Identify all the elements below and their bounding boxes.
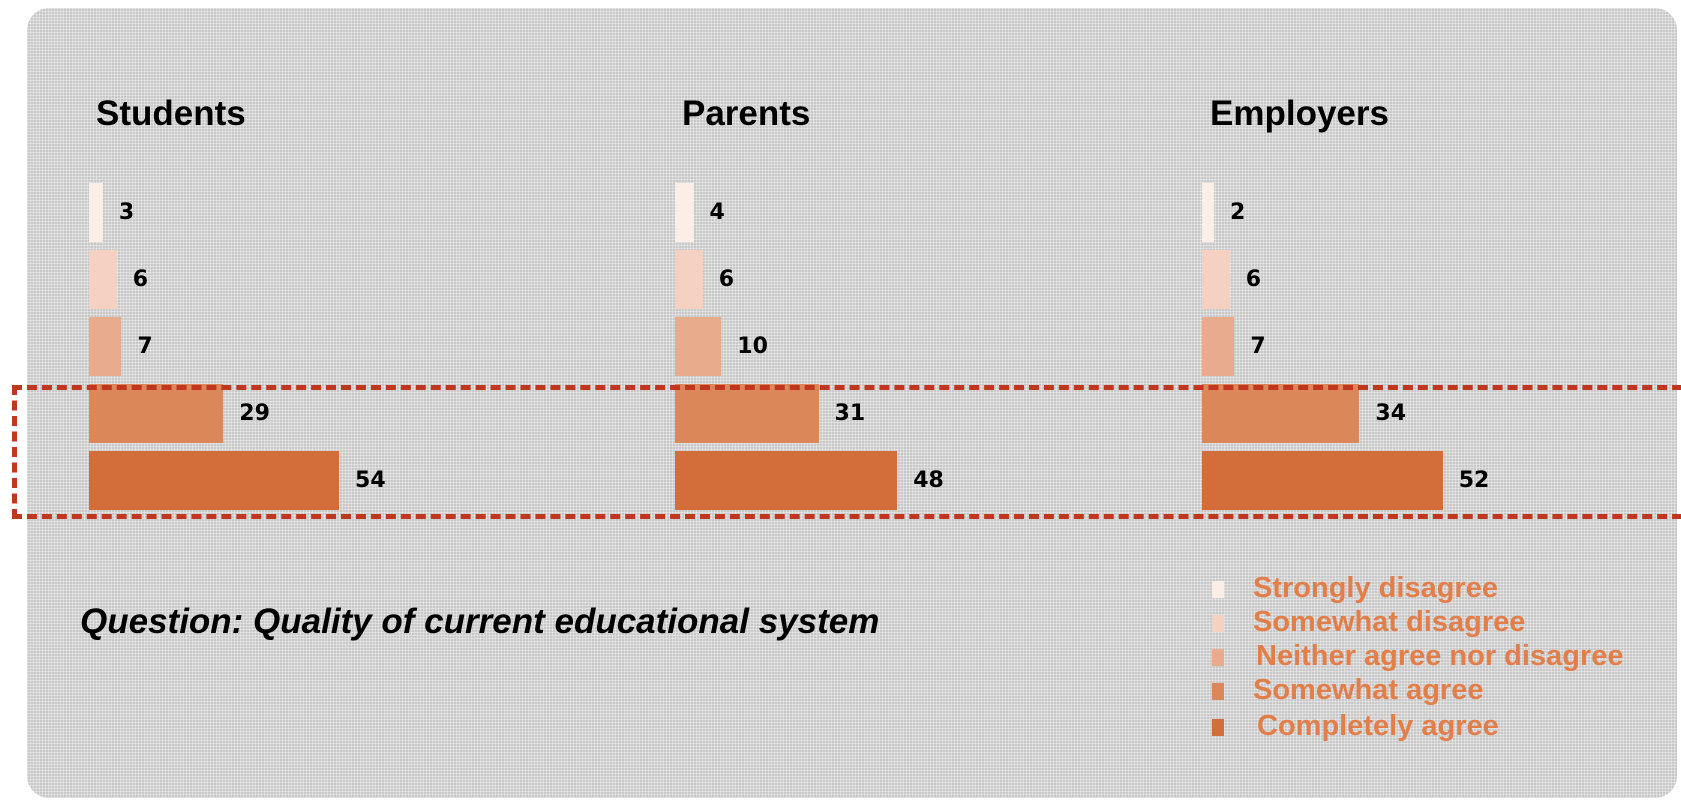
- group-title-parents: Parents: [682, 94, 811, 133]
- legend-label-3: Somewhat agree: [1253, 674, 1484, 706]
- data-label-employers-2: 7: [1250, 333, 1266, 359]
- bar-employers-0: [1202, 183, 1214, 242]
- legend-swatch-4: [1212, 719, 1224, 736]
- bar-parents-4: [675, 451, 898, 510]
- bar-students-2: [89, 317, 122, 376]
- bar-students-1: [89, 250, 117, 309]
- bar-employers-2: [1202, 317, 1235, 376]
- question-text: Question: Quality of current educational…: [80, 602, 880, 641]
- bar-employers-3: [1202, 384, 1360, 443]
- data-label-students-0: 3: [118, 199, 135, 225]
- data-label-students-2: 7: [137, 333, 153, 359]
- legend-swatch-1: [1212, 615, 1224, 632]
- data-label-parents-0: 4: [709, 199, 725, 225]
- bar-parents-3: [675, 384, 819, 443]
- legend-label-0: Strongly disagree: [1253, 572, 1498, 604]
- data-label-students-4: 54: [355, 467, 386, 493]
- legend-swatch-2: [1212, 649, 1224, 666]
- data-label-parents-2: 10: [737, 333, 768, 359]
- bar-students-0: [89, 183, 103, 242]
- highlight-dashed-box: [12, 385, 1681, 519]
- data-label-employers-4: 52: [1458, 467, 1490, 493]
- legend-swatch-3: [1212, 683, 1224, 700]
- data-label-parents-4: 48: [913, 467, 944, 493]
- bar-students-3: [89, 384, 224, 443]
- legend-swatch-0: [1212, 581, 1224, 598]
- bar-parents-1: [675, 250, 703, 309]
- bar-employers-1: [1202, 250, 1230, 309]
- data-label-parents-1: 6: [718, 266, 735, 292]
- data-label-employers-3: 34: [1375, 400, 1407, 426]
- bar-employers-4: [1202, 451, 1443, 510]
- legend-label-4: Completely agree: [1257, 710, 1499, 742]
- data-label-students-3: 29: [239, 400, 270, 426]
- chart-panel: [27, 8, 1677, 798]
- data-label-students-1: 6: [132, 266, 149, 292]
- bar-students-4: [89, 451, 340, 510]
- bar-parents-2: [675, 317, 722, 376]
- data-label-employers-1: 6: [1245, 266, 1262, 292]
- data-label-parents-3: 31: [834, 400, 866, 426]
- bar-parents-0: [675, 183, 694, 242]
- group-title-employers: Employers: [1210, 94, 1389, 133]
- legend-label-2: Neither agree nor disagree: [1256, 640, 1624, 672]
- group-title-students: Students: [96, 94, 246, 133]
- data-label-employers-0: 2: [1230, 199, 1246, 225]
- legend-label-1: Somewhat disagree: [1253, 606, 1526, 638]
